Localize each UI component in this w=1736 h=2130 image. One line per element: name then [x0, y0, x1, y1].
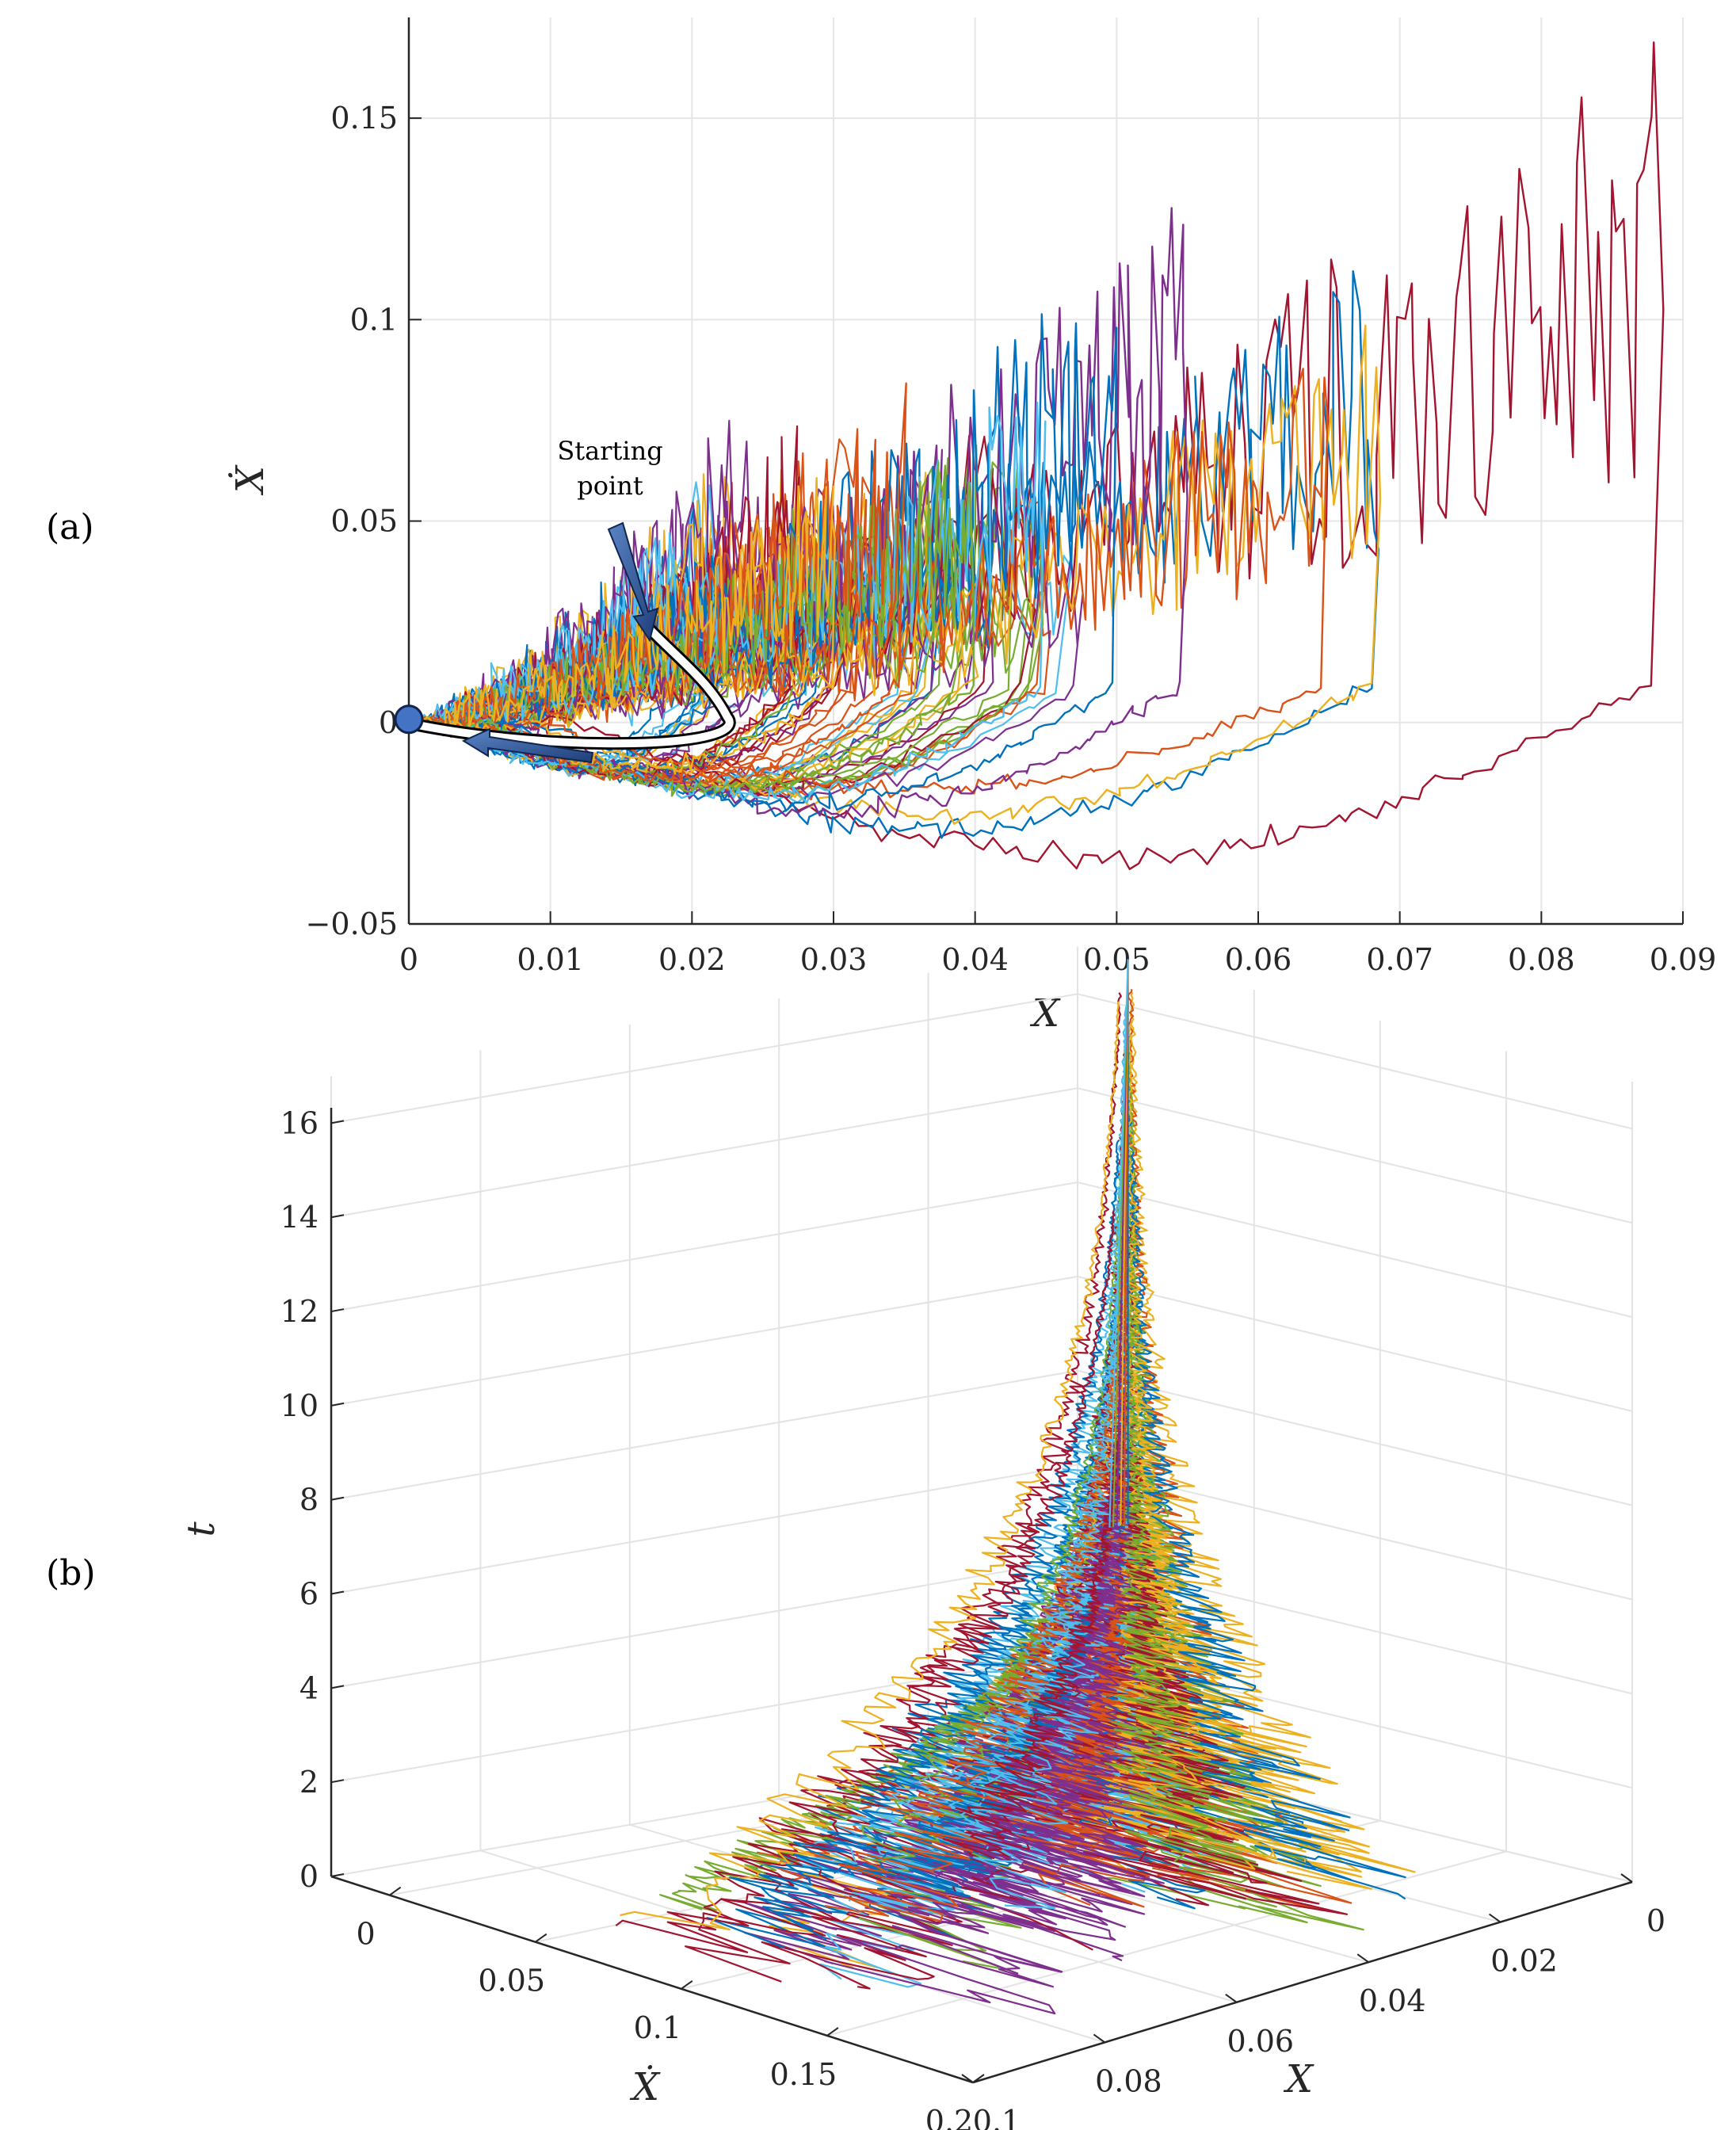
- panel-a-axes: [407, 17, 1683, 926]
- trajectory-line-3d: [1104, 1295, 1257, 1863]
- tick-mark-t: [330, 1779, 345, 1784]
- trajectory-line-3d: [1130, 1154, 1406, 1900]
- annotation-line-2: point: [577, 471, 643, 501]
- trajectory-line-3d: [620, 1001, 1120, 1931]
- tick-mark-t: [330, 1308, 345, 1313]
- starting-point-marker: [394, 704, 424, 735]
- tick-label-x: 0.09: [1650, 942, 1717, 977]
- panel-b-ticks: 0 0.05 0.1 0.15 0.2 0 0.02 0.04 0.06 0.08 0.1 0 2 4 6 8…: [280, 1105, 1665, 2130]
- tick-mark-t: [330, 1402, 345, 1407]
- tick-label-x: 0.02: [658, 942, 726, 977]
- tick-label-xdot: 0.1: [634, 2010, 681, 2045]
- panel-a-label: (a): [46, 507, 94, 548]
- tick-label-x: 0.02: [1490, 1944, 1558, 1979]
- trajectory-line-3d: [861, 1163, 1124, 1862]
- trajectory-line: [409, 41, 1665, 870]
- tick-mark-xdot: [389, 1886, 402, 1896]
- tick-label-t: 2: [300, 1765, 319, 1800]
- tick-label-x: 0.07: [1366, 942, 1433, 977]
- tick-label-y: 0.05: [330, 504, 398, 539]
- tick-label-xdot: 0: [357, 1917, 376, 1952]
- tick-label-t: 8: [300, 1483, 319, 1517]
- wall-grid-z: [330, 1275, 1633, 1412]
- wall-grid-z: [330, 1464, 1633, 1601]
- tick-mark-xdot: [681, 1980, 693, 1990]
- tick-mark-xdot: [535, 1933, 548, 1943]
- tick-label-y: 0.15: [330, 101, 398, 136]
- panel-b: (b) 00.050.10.150.200.020.040.060.080.10…: [46, 947, 1665, 2130]
- tick-label-x: 0.01: [517, 942, 584, 977]
- xdot-axis-line: [330, 1875, 974, 2084]
- panel-a: (a) 0 0.01 0.02 0.03 0.04 0.05 0.06 0.07 0.08 0.0…: [46, 17, 1716, 1036]
- tick-label-t: 6: [300, 1577, 319, 1612]
- trajectory-line-3d: [729, 1310, 1116, 1941]
- x-axis-line: [972, 1880, 1633, 2084]
- tick-mark-t: [330, 1214, 345, 1219]
- tick-label-x: 0.1: [973, 2104, 1021, 2130]
- tick-label-x: 0.04: [941, 942, 1009, 977]
- tick-label-x: 0.06: [1225, 942, 1292, 977]
- tick-label-x: 0.06: [1227, 2024, 1294, 2059]
- tick-mark-x: [1356, 1953, 1369, 1964]
- panel-b-trajectories: [615, 959, 1416, 2015]
- starting-point-annotation: Starting point: [394, 436, 736, 764]
- tick-label-x: 0: [1646, 1903, 1665, 1938]
- tick-label-t: 16: [280, 1105, 319, 1140]
- floor-grid-y: [826, 1850, 1507, 2036]
- tick-mark-x: [961, 2074, 974, 2083]
- panel-b-xlabel: X: [1283, 2057, 1314, 2101]
- tick-mark-t: [330, 1496, 345, 1501]
- tick-label-x: 0.03: [800, 942, 868, 977]
- starting-point-arrow: [607, 521, 659, 643]
- trajectory-line-3d: [943, 1006, 1127, 1910]
- trajectory-line-3d: [1108, 959, 1129, 1528]
- wall-grid-z: [330, 1087, 1633, 1224]
- wall-grid-z: [330, 993, 1633, 1130]
- tick-label-t: 10: [280, 1388, 319, 1423]
- tick-label-t: 0: [300, 1859, 319, 1894]
- wall-grid-z: [330, 1181, 1633, 1319]
- tick-label-x: 0.04: [1359, 1983, 1426, 2018]
- annotation-line-1: Starting: [557, 436, 662, 466]
- tick-mark-xdot: [826, 2027, 839, 2036]
- panel-b-label: (b): [46, 1553, 96, 1594]
- return-path: [409, 624, 734, 748]
- floor-grid-x: [480, 1849, 1105, 2044]
- tick-mark-t: [330, 1685, 345, 1689]
- tick-mark-t: [330, 1873, 345, 1877]
- trajectory-line: [409, 461, 975, 797]
- panel-a-ylabel: Ẋ: [227, 464, 273, 496]
- return-direction-arrow: [461, 727, 594, 764]
- tick-mark-t: [330, 1590, 345, 1595]
- tick-mark-x: [1225, 1993, 1238, 2003]
- tick-label-t: 4: [300, 1670, 319, 1705]
- tick-label-x: 0.08: [1095, 2063, 1162, 2098]
- tick-mark-x: [1620, 1873, 1633, 1883]
- panel-a-trajectories: [409, 41, 1665, 870]
- tick-mark-t: [330, 1120, 345, 1124]
- trajectory-line: [409, 477, 836, 775]
- tick-label-xdot: 0.05: [478, 1964, 545, 1998]
- tick-label-t: 12: [280, 1294, 319, 1329]
- trajectory-line-3d: [942, 1440, 1120, 1860]
- trajectory-line-3d: [615, 1210, 1116, 1953]
- tick-label-xdot: 0.15: [770, 2057, 837, 2092]
- panel-a-xlabel: X: [1029, 991, 1061, 1036]
- panel-a-ticks: 0 0.01 0.02 0.03 0.04 0.05 0.06 0.07 0.08 0.09 −0.…: [306, 101, 1717, 977]
- tick-mark-x: [1489, 1913, 1501, 1923]
- panel-b-ylabel: Ẋ: [629, 2064, 661, 2109]
- tick-label-x: 0.05: [1083, 942, 1150, 977]
- tick-label-x: 0.08: [1508, 942, 1575, 977]
- tick-label-y: 0.1: [350, 302, 398, 337]
- wall-grid-z: [330, 1369, 1633, 1506]
- tick-mark-xdot: [972, 2074, 985, 2083]
- tick-label-x: 0: [399, 942, 418, 977]
- panel-b-zlabel: t: [179, 1521, 223, 1537]
- tick-label-xdot: 0.2: [925, 2104, 973, 2130]
- tick-label-t: 14: [280, 1200, 319, 1235]
- tick-mark-x: [1093, 2033, 1105, 2044]
- tick-label-y: −0.05: [306, 907, 398, 941]
